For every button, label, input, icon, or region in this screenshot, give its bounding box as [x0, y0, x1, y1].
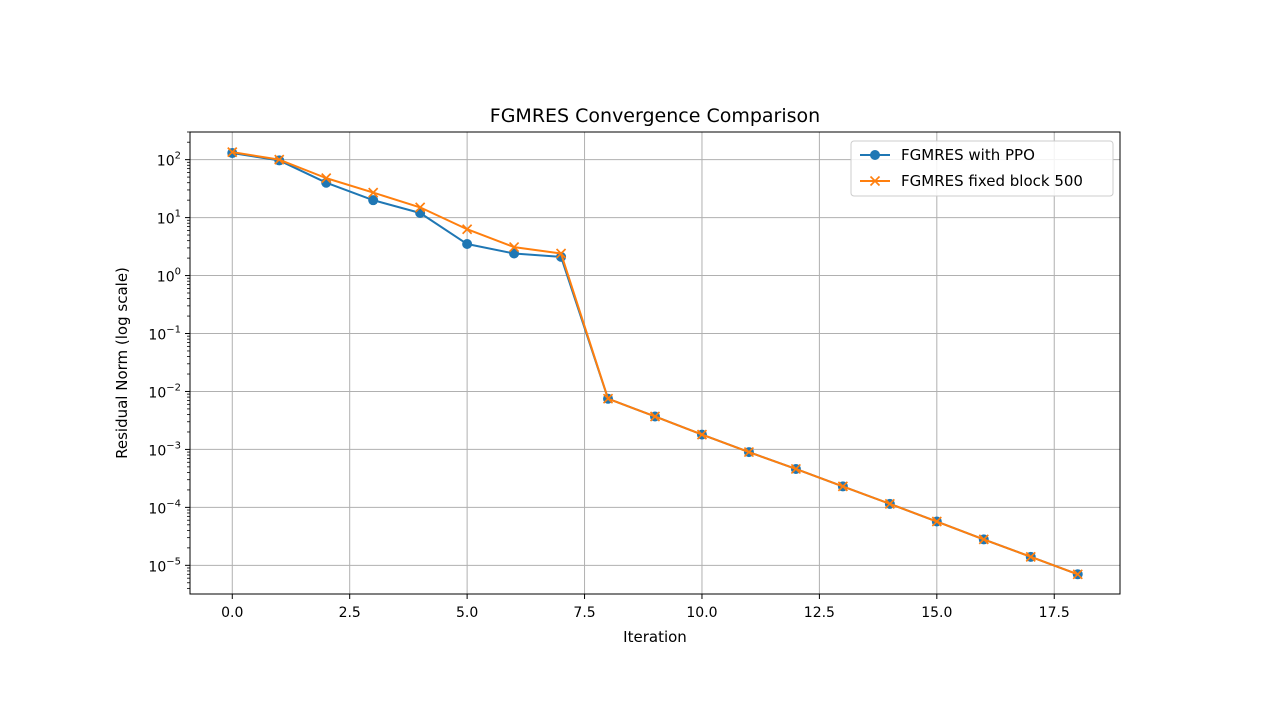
y-axis-label: Residual Norm (log scale) [113, 267, 131, 459]
x-tick-label: 15.0 [921, 605, 952, 621]
legend-label: FGMRES fixed block 500 [901, 172, 1083, 190]
x-tick-label: 10.0 [686, 605, 717, 621]
data-point [415, 202, 426, 213]
y-tick-label: 100 [157, 267, 181, 286]
data-point [649, 411, 661, 422]
data-point [978, 534, 989, 545]
x-axis: 0.0 2.5 5.0 7.5 10.0 12.5 15.0 17.5 [221, 594, 1070, 621]
plot-frame [189, 131, 1121, 595]
legend-label: FGMRES with PPO [901, 146, 1035, 164]
x-axis-label: Iteration [623, 628, 687, 646]
x-tick-label: 0.0 [221, 605, 243, 621]
data-point [790, 463, 802, 475]
data-point [555, 248, 567, 259]
data-point [870, 150, 880, 160]
y-tick-label: 10−2 [148, 382, 181, 401]
data-point [743, 446, 755, 458]
data-point [509, 248, 520, 259]
data-point [602, 393, 614, 404]
data-point [368, 187, 379, 198]
data-point [462, 239, 473, 250]
x-tick-label: 5.0 [456, 605, 478, 621]
data-point [462, 224, 473, 235]
data-point [884, 498, 895, 509]
x-tick-label: 17.5 [1039, 605, 1070, 621]
legend-item-1: FGMRES with PPO [860, 146, 1035, 164]
y-axis: 102 101 100 10−1 10−2 10−3 10−4 10−5 [148, 131, 190, 589]
legend-item-2: FGMRES fixed block 500 [860, 172, 1083, 190]
legend-box [850, 140, 1114, 197]
x-tick-label: 2.5 [339, 605, 361, 621]
data-point [869, 175, 881, 187]
x-tick-label: 12.5 [804, 605, 835, 621]
data-point [931, 516, 942, 527]
legend: FGMRES with PPO FGMRES fixed block 500 [850, 140, 1114, 197]
y-tick-label: 10−4 [148, 498, 181, 517]
data-point [368, 195, 379, 206]
data-point [227, 146, 238, 158]
y-tick-label: 10−5 [148, 556, 181, 575]
data-point [274, 154, 285, 165]
y-tick-label: 101 [157, 209, 181, 228]
series-layer [227, 146, 1083, 580]
data-point [1025, 551, 1036, 562]
data-point [1072, 569, 1083, 580]
data-point [508, 241, 520, 253]
y-tick-label: 102 [157, 151, 181, 170]
data-point [837, 481, 848, 492]
y-tick-label: 10−1 [148, 325, 181, 344]
chart-title: FGMRES Convergence Comparison [490, 105, 820, 127]
x-tick-label: 7.5 [573, 605, 595, 621]
y-tick-label: 10−3 [148, 440, 181, 459]
series-2 [227, 146, 1083, 580]
data-point [696, 429, 708, 440]
data-point [321, 173, 332, 184]
grid-lines [190, 132, 1120, 594]
